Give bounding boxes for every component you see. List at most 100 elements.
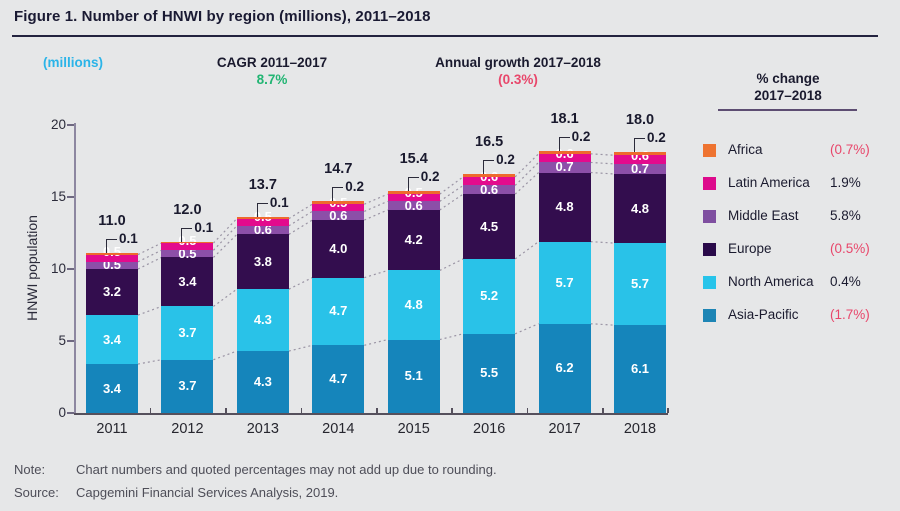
legend-header-rule (718, 109, 857, 111)
bar-segment-value: 3.4 (102, 380, 122, 396)
connector-dashed-line (364, 338, 388, 346)
bar-segment-north-america (463, 258, 516, 334)
bar-segment-value: 4.8 (630, 200, 650, 216)
bar-segment-middle-east (161, 250, 214, 258)
x-tick-mark (225, 408, 227, 413)
y-tick-label: 20 (50, 117, 66, 132)
bar-segment-value: 3.4 (178, 273, 197, 289)
connector-dashed-line (137, 305, 162, 316)
legend-swatch-icon (703, 276, 716, 289)
legend-item-latin-america: Latin America 1.9% (703, 175, 893, 193)
cagr-value: 8.7% (256, 72, 288, 87)
africa-callout-line (181, 227, 193, 242)
africa-callout-value: 0.2 (345, 179, 365, 195)
note-label: Note: (14, 462, 46, 477)
africa-callout-line (558, 136, 570, 151)
legend-item-label: Africa (728, 142, 763, 157)
africa-callout-value: 0.2 (571, 128, 591, 144)
bar-segment-africa (463, 173, 516, 177)
annual-growth-value: (0.3%) (498, 72, 538, 87)
bar-total-label: 18.1 (550, 110, 579, 127)
bar-segment-latin-america (161, 243, 214, 251)
legend-item-asia-pacific: Asia-Pacific (1.7%) (703, 307, 893, 325)
bar-segment-value: 0.6 (480, 181, 499, 197)
connector-dashed-line (514, 323, 539, 335)
bar-segment-value: 5.5 (480, 365, 499, 381)
x-category-label: 2013 (246, 421, 279, 437)
bar-segment-asia-pacific (312, 345, 365, 413)
bar-segment-latin-america (312, 204, 365, 212)
bar-segment-value: 3.7 (178, 378, 197, 394)
y-tick-label: 0 (58, 405, 66, 420)
legend-item-value: 0.4% (830, 274, 861, 289)
bar-segment-value: 4.0 (329, 240, 348, 256)
x-category-label: 2012 (171, 421, 204, 437)
bar-segment-middle-east (236, 225, 289, 235)
units-label: (millions) (43, 55, 103, 70)
legend-swatch-icon (703, 144, 716, 157)
bar-segment-value: 0.6 (555, 146, 574, 162)
bar-segment-north-america (538, 241, 591, 324)
bar-segment-asia-pacific (538, 323, 591, 413)
bar-segment-value: 0.5 (233, 209, 293, 225)
bar-segment-africa (538, 150, 591, 154)
bar-segment-latin-america (236, 218, 289, 226)
legend-item-value: (1.7%) (830, 307, 870, 322)
bar-segment-africa (161, 241, 214, 244)
connector-dashed-line (213, 350, 238, 361)
x-tick-mark (451, 408, 453, 413)
africa-callout-line (634, 138, 645, 153)
y-tick-label: 5 (58, 333, 66, 348)
y-tick-mark (67, 412, 74, 414)
x-tick-mark (300, 408, 303, 413)
bar-segment-asia-pacific (614, 325, 666, 413)
connector-dashed-line (590, 241, 615, 244)
bar-segment-europe (161, 257, 214, 307)
connector-dashed-line (288, 344, 313, 352)
bar-total-label: 13.7 (248, 177, 277, 194)
legend-swatch-icon (703, 177, 716, 190)
legend-swatch-icon (703, 210, 716, 223)
source-label: Source: (14, 485, 59, 500)
connector-dashed-line (590, 323, 615, 326)
legend-item-value: 5.8% (830, 208, 861, 223)
bar-segment-value: 4.7 (329, 303, 348, 319)
y-tick-mark (67, 124, 74, 126)
source-text: Capgemini Financial Services Analysis, 2… (76, 485, 339, 500)
bar-segment-asia-pacific (387, 339, 440, 413)
legend-item-label: North America (728, 274, 814, 289)
bar-total-label: 15.4 (399, 151, 428, 168)
y-axis-line (74, 123, 76, 414)
bar-segment-middle-east (614, 163, 666, 174)
bar-segment-value: 4.3 (253, 374, 272, 390)
bar-segment-value: 4.5 (480, 218, 499, 234)
bar-segment-value: 0.7 (630, 160, 650, 176)
bar-segment-value: 4.8 (404, 297, 423, 312)
connector-dashed-line (213, 288, 238, 307)
legend-item-north-america: North America 0.4% (703, 274, 893, 292)
bar-segment-value: 4.7 (329, 371, 348, 387)
bar-segment-africa (236, 217, 289, 219)
bar-segment-north-america (236, 289, 289, 352)
x-axis-line (74, 413, 668, 415)
legend-item-europe: Europe (0.5%) (703, 241, 893, 259)
bar-segment-value: 0.6 (329, 207, 348, 223)
legend-item-label: Asia-Pacific (728, 307, 799, 322)
bar-segment-europe (538, 172, 591, 242)
legend-header-line1: % change (756, 71, 820, 86)
bar-segment-middle-east (538, 162, 591, 173)
bar-segment-latin-america (614, 155, 666, 164)
bar-segment-africa (387, 191, 440, 195)
connector-dashed-line (288, 277, 313, 290)
bar-segment-value: 0.6 (630, 147, 650, 163)
bar-segment-europe (236, 234, 289, 290)
x-category-label: 2018 (623, 421, 657, 437)
africa-callout-value: 0.2 (420, 169, 440, 185)
bar-segment-middle-east (387, 201, 440, 210)
legend-header-line2: 2017–2018 (754, 88, 822, 103)
y-tick-mark (67, 196, 74, 198)
bar-segment-value: 4.2 (404, 232, 423, 248)
africa-callout-value: 0.1 (119, 231, 138, 247)
bar-segment-value: 0.6 (404, 197, 423, 213)
